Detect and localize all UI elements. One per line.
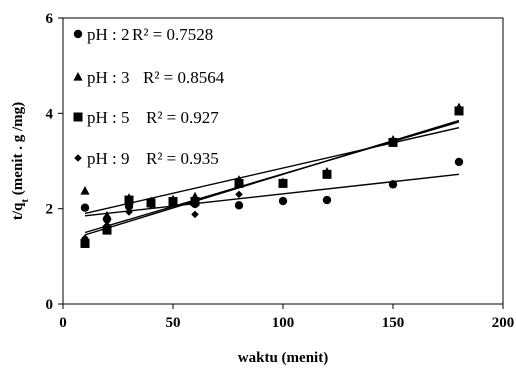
- point-diamond: [169, 199, 177, 207]
- y-axis-label-main: t/q: [10, 202, 26, 220]
- point-diamond: [103, 221, 111, 230]
- legend-marker-square: [73, 112, 83, 122]
- point-triangle: [102, 210, 112, 220]
- legend: pH : 2 R² = 0.7528 pH : 3 R² = 0.8564 pH : 5…: [73, 25, 225, 168]
- y-ticks: 0 2 4 6: [46, 11, 63, 313]
- point-triangle: [80, 186, 90, 195]
- point-diamond: [125, 208, 133, 216]
- trend-line-circle: [84, 173, 460, 217]
- x-tick-label: 100: [272, 315, 295, 331]
- point-circle: [388, 180, 398, 189]
- legend-marker-circle: [73, 29, 83, 39]
- point-square: [80, 238, 90, 248]
- point-circle: [80, 203, 90, 212]
- y-tick-label: 4: [46, 106, 54, 122]
- r2-label: R² = 0.8564: [143, 68, 225, 87]
- point-diamond: [279, 180, 287, 188]
- trend-lines: [84, 119, 460, 236]
- point-circle: [454, 157, 464, 167]
- r2-label: R² = 0.935: [146, 149, 219, 168]
- point-diamond: [81, 234, 89, 243]
- trend-line-diamond: [84, 121, 460, 234]
- point-diamond: [147, 200, 155, 208]
- point-diamond: [389, 137, 397, 145]
- data-points: [80, 102, 464, 248]
- r2-label: R² = 0.927: [146, 108, 219, 127]
- point-square: [102, 225, 112, 235]
- point-diamond: [323, 169, 331, 177]
- y-tick-label: 0: [46, 297, 54, 313]
- x-tick-label: 50: [166, 315, 181, 331]
- point-diamond: [235, 190, 243, 199]
- point-diamond: [455, 106, 463, 114]
- y-axis-label-rest: (menit . g /mg): [10, 102, 26, 199]
- point-square: [124, 195, 134, 205]
- x-tick-label: 150: [382, 315, 405, 331]
- legend-label: pH : 9: [87, 149, 130, 168]
- point-circle: [278, 196, 288, 206]
- x-axis-label: waktu (menit): [238, 350, 328, 366]
- x-ticks: 0 50 100 150 200: [59, 304, 514, 331]
- point-circle: [322, 195, 332, 205]
- point-diamond: [191, 210, 199, 219]
- point-square: [190, 197, 200, 207]
- legend-label: pH : 2: [87, 25, 130, 44]
- x-tick-label: 0: [59, 315, 67, 331]
- point-circle: [234, 201, 244, 210]
- r2-label: R² = 0.7528: [132, 25, 213, 44]
- y-axis-label-sub: t: [19, 199, 31, 203]
- legend-marker-triangle: [73, 72, 83, 81]
- y-axis-label: t/qt (menit . g /mg): [10, 102, 31, 220]
- y-tick-label: 2: [46, 202, 54, 218]
- trend-line-triangle: [84, 126, 460, 215]
- legend-label: pH : 5: [87, 108, 130, 127]
- point-square: [234, 178, 244, 188]
- x-tick-label: 200: [492, 315, 515, 331]
- y-tick-label: 6: [46, 11, 54, 27]
- legend-marker-diamond: [74, 154, 82, 162]
- legend-label: pH : 3: [87, 68, 130, 87]
